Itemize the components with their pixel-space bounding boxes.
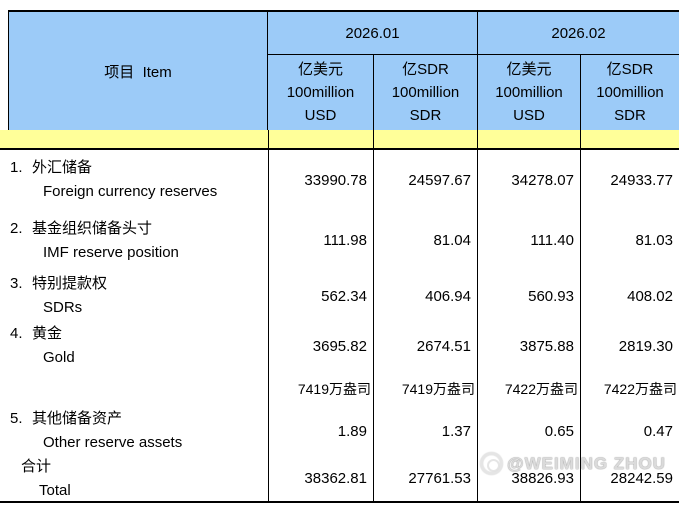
row-number: 4. <box>10 325 23 342</box>
stripe-cell <box>580 130 679 148</box>
value-cell: 1.37 <box>373 406 477 456</box>
value-cell: 1.89 <box>268 406 373 456</box>
stripe-cell <box>373 130 477 148</box>
row-label-en: Total <box>39 481 71 499</box>
row-number: 3. <box>10 275 23 292</box>
unit-header-sdr-1: 亿SDR 100million SDR <box>373 55 477 130</box>
yellow-stripe <box>0 130 679 150</box>
value-cell-ounces: 7419万盎司 <box>268 371 373 406</box>
value-cell-ounces: 7419万盎司 <box>373 371 477 406</box>
value-cell: 408.02 <box>580 271 679 321</box>
row-label-en: Foreign currency reserves <box>43 183 218 200</box>
unit-scale: 100million <box>596 84 664 101</box>
unit-cn: 亿美元 <box>506 61 552 78</box>
value-cell-total: 38826.93 <box>477 456 580 501</box>
unit-header-sdr-2: 亿SDR 100million SDR <box>580 55 679 130</box>
row-label-cn: 外汇储备 <box>32 159 93 176</box>
value-cell-ounces: 7422万盎司 <box>477 371 580 406</box>
value-cell: 2819.30 <box>580 321 679 371</box>
row-number: 5. <box>10 410 23 427</box>
item-column-header: 项目 Item <box>9 12 268 130</box>
value-cell: 24597.67 <box>373 150 477 210</box>
row-label-gold-ounces <box>0 371 268 406</box>
value-cell: 406.94 <box>373 271 477 321</box>
value-cell: 3875.88 <box>477 321 580 371</box>
row-label-en: IMF reserve position <box>43 243 179 261</box>
value-cell-total: 38362.81 <box>268 456 373 501</box>
row-label-cn: 黄金 <box>32 325 63 342</box>
value-cell: 111.40 <box>477 210 580 271</box>
value-cell: 2674.51 <box>373 321 477 371</box>
row-label-total: 合计 Total <box>0 456 268 501</box>
value-cell: 81.04 <box>373 210 477 271</box>
table-body: 1. 外汇储备 Foreign currency reserves 33990.7… <box>0 150 679 503</box>
unit-code: SDR <box>409 107 442 124</box>
value-cell: 3695.82 <box>268 321 373 371</box>
unit-cn: 亿SDR <box>402 61 449 78</box>
unit-cn: 亿美元 <box>297 61 343 78</box>
row-number: 1. <box>10 159 23 176</box>
value-cell: 81.03 <box>580 210 679 271</box>
value-cell: 560.93 <box>477 271 580 321</box>
row-label-imf-reserve-position: 2. 基金组织储备头寸 IMF reserve position <box>0 210 268 271</box>
row-label-en: Gold <box>43 349 75 366</box>
value-cell: 0.65 <box>477 406 580 456</box>
unit-code: SDR <box>614 107 646 124</box>
period-header-2026-02: 2026.02 <box>477 12 679 55</box>
row-label-en: SDRs <box>43 299 83 316</box>
value-cell-total: 27761.53 <box>373 456 477 501</box>
unit-code: USD <box>513 107 545 124</box>
row-label-cn: 其他储备资产 <box>32 410 123 427</box>
value-cell: 33990.78 <box>268 150 373 210</box>
value-cell: 562.34 <box>268 271 373 321</box>
unit-header-usd-2: 亿美元 100million USD <box>477 55 580 130</box>
row-label-en: Other reserve assets <box>43 434 183 451</box>
stripe-cell <box>268 130 373 148</box>
row-label-foreign-currency-reserves: 1. 外汇储备 Foreign currency reserves <box>0 150 268 210</box>
unit-cn: 亿SDR <box>606 61 654 78</box>
row-label-cn: 基金组织储备头寸 <box>32 219 153 237</box>
unit-scale: 100million <box>391 84 460 101</box>
unit-code: USD <box>304 107 337 124</box>
row-label-other-reserve-assets: 5. 其他储备资产 Other reserve assets <box>0 406 268 456</box>
value-cell: 34278.07 <box>477 150 580 210</box>
row-number <box>10 456 21 479</box>
value-cell: 111.98 <box>268 210 373 271</box>
row-label-gold: 4. 黄金 Gold <box>0 321 268 371</box>
unit-scale: 100million <box>286 84 355 101</box>
value-cell-total: 28242.59 <box>580 456 679 501</box>
value-cell-ounces: 7422万盎司 <box>580 371 679 406</box>
value-cell: 0.47 <box>580 406 679 456</box>
unit-header-usd-1: 亿美元 100million USD <box>268 55 373 130</box>
table-header: 项目 Item 2026.01 2026.02 亿美元 100million U… <box>8 10 679 130</box>
row-label-sdrs: 3. 特别提款权 SDRs <box>0 271 268 321</box>
value-cell: 24933.77 <box>580 150 679 210</box>
stripe-cell <box>0 130 268 148</box>
row-label-cn: 特别提款权 <box>32 275 108 292</box>
row-label-cn: 合计 <box>21 457 52 475</box>
row-number: 2. <box>10 219 23 237</box>
period-header-2026-01: 2026.01 <box>268 12 477 55</box>
unit-scale: 100million <box>495 84 563 101</box>
stripe-cell <box>477 130 580 148</box>
